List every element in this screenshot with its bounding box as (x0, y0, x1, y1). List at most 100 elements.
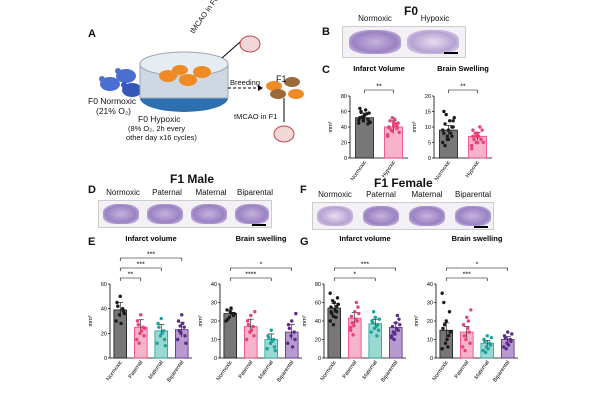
y-tick-label: 60 (101, 282, 107, 288)
brain-slice-female-maternal (409, 206, 445, 226)
data-point (357, 118, 361, 122)
y-axis-label: mm³ (88, 315, 94, 326)
significance-label: * (476, 262, 479, 269)
data-point (472, 137, 476, 142)
scale-bar (252, 224, 266, 226)
data-point (442, 300, 446, 305)
panel-b-label-1: Hypoxic (420, 14, 450, 23)
data-point (483, 339, 487, 344)
data-point (471, 128, 475, 132)
data-point (390, 116, 395, 120)
data-point (448, 330, 453, 334)
brain-slice-male-maternal (191, 204, 227, 224)
y-tick-label: 40 (427, 282, 433, 288)
panel-f-label-1: Paternal (366, 190, 396, 199)
x-tick-label: Maternal (258, 360, 275, 381)
y-axis-label: mm³ (328, 121, 334, 132)
data-point (501, 345, 506, 349)
data-point (269, 328, 273, 332)
y-tick-label: 60 (315, 301, 321, 307)
data-point (503, 335, 508, 340)
data-point (156, 321, 160, 326)
x-tick-label: Biparental (166, 360, 185, 384)
data-point (357, 121, 361, 125)
panel-b-slices (342, 26, 466, 58)
x-tick-label: Biparental (380, 360, 399, 384)
data-point (443, 341, 448, 345)
data-point (232, 311, 237, 316)
panel-d-letter: D (88, 184, 96, 196)
chart-brain-swelling-female: Brain swelling 0 10 20 30 40 mm³ Normoxic Patern… (414, 234, 518, 383)
chart-title: Infarct volume (339, 234, 390, 243)
data-point (179, 331, 183, 336)
data-point (251, 324, 255, 329)
data-point (362, 112, 367, 117)
data-point (394, 321, 398, 325)
chart-title: Brain swelling (452, 234, 503, 243)
chart-infarct-volume-female: Infarct volume 0 20 40 60 80 mm³ Normoxic Patern… (302, 234, 406, 384)
data-point (367, 119, 371, 124)
data-point (160, 331, 164, 336)
y-tick-label: 20 (341, 141, 347, 147)
data-point (452, 116, 456, 120)
y-tick-label: 60 (341, 110, 347, 116)
y-tick-label: 40 (211, 282, 217, 288)
data-point (119, 321, 123, 326)
data-point (389, 334, 394, 338)
data-point (143, 326, 147, 331)
significance-label: * (353, 272, 356, 279)
data-point (397, 130, 401, 135)
significance-label: ** (128, 272, 134, 279)
data-point (369, 330, 373, 334)
panel-f-label-3: Biparental (454, 190, 492, 199)
data-point (481, 348, 485, 353)
data-point (157, 325, 161, 329)
data-point (440, 347, 444, 351)
data-point (333, 308, 337, 312)
data-point (485, 334, 489, 338)
data-point (444, 319, 448, 323)
data-point (376, 328, 381, 332)
data-point (328, 291, 332, 295)
data-point (361, 116, 366, 121)
data-point (483, 350, 488, 355)
x-tick-label: Paternal (454, 360, 471, 380)
f1-mice-icon (266, 77, 304, 99)
x-tick-label: Normoxic (434, 160, 452, 183)
hypoxia-chamber-icon (139, 51, 229, 112)
data-point (391, 330, 396, 334)
data-point (446, 128, 451, 132)
data-point (450, 125, 454, 129)
data-point (137, 341, 141, 345)
data-point (290, 319, 294, 323)
scale-bar (474, 226, 488, 228)
data-point (447, 119, 452, 123)
data-point (351, 333, 355, 337)
f0-normoxic-label: F0 Normoxic (88, 96, 137, 106)
y-tick-label: 0 (214, 356, 217, 362)
data-point (447, 310, 452, 314)
y-tick-label: 0 (318, 356, 321, 362)
data-point (442, 323, 447, 327)
data-point (474, 134, 479, 138)
panel-a-schematic (99, 35, 304, 143)
panel-c-letter: C (322, 64, 330, 76)
brain-slice-female-paternal (363, 206, 399, 226)
x-tick-label: Maternal (362, 360, 379, 381)
data-point (373, 315, 377, 319)
data-point (331, 323, 336, 327)
brain-slice-hypoxic (407, 30, 459, 54)
data-point (506, 343, 511, 347)
data-point (445, 337, 449, 342)
panel-d-slices (98, 200, 272, 228)
data-point (374, 324, 378, 329)
chart-brain-swelling-f0: Brain Swelling 0 5 10 15 20 mm³ Normoxic Hypoxic… (412, 64, 492, 183)
f0-hypoxic-detail-2: other day x16 cycles) (126, 133, 197, 142)
data-point (122, 311, 127, 316)
data-point (390, 324, 395, 329)
data-point (358, 106, 362, 111)
data-point (471, 134, 475, 138)
data-point (394, 326, 399, 331)
data-point (377, 317, 382, 321)
